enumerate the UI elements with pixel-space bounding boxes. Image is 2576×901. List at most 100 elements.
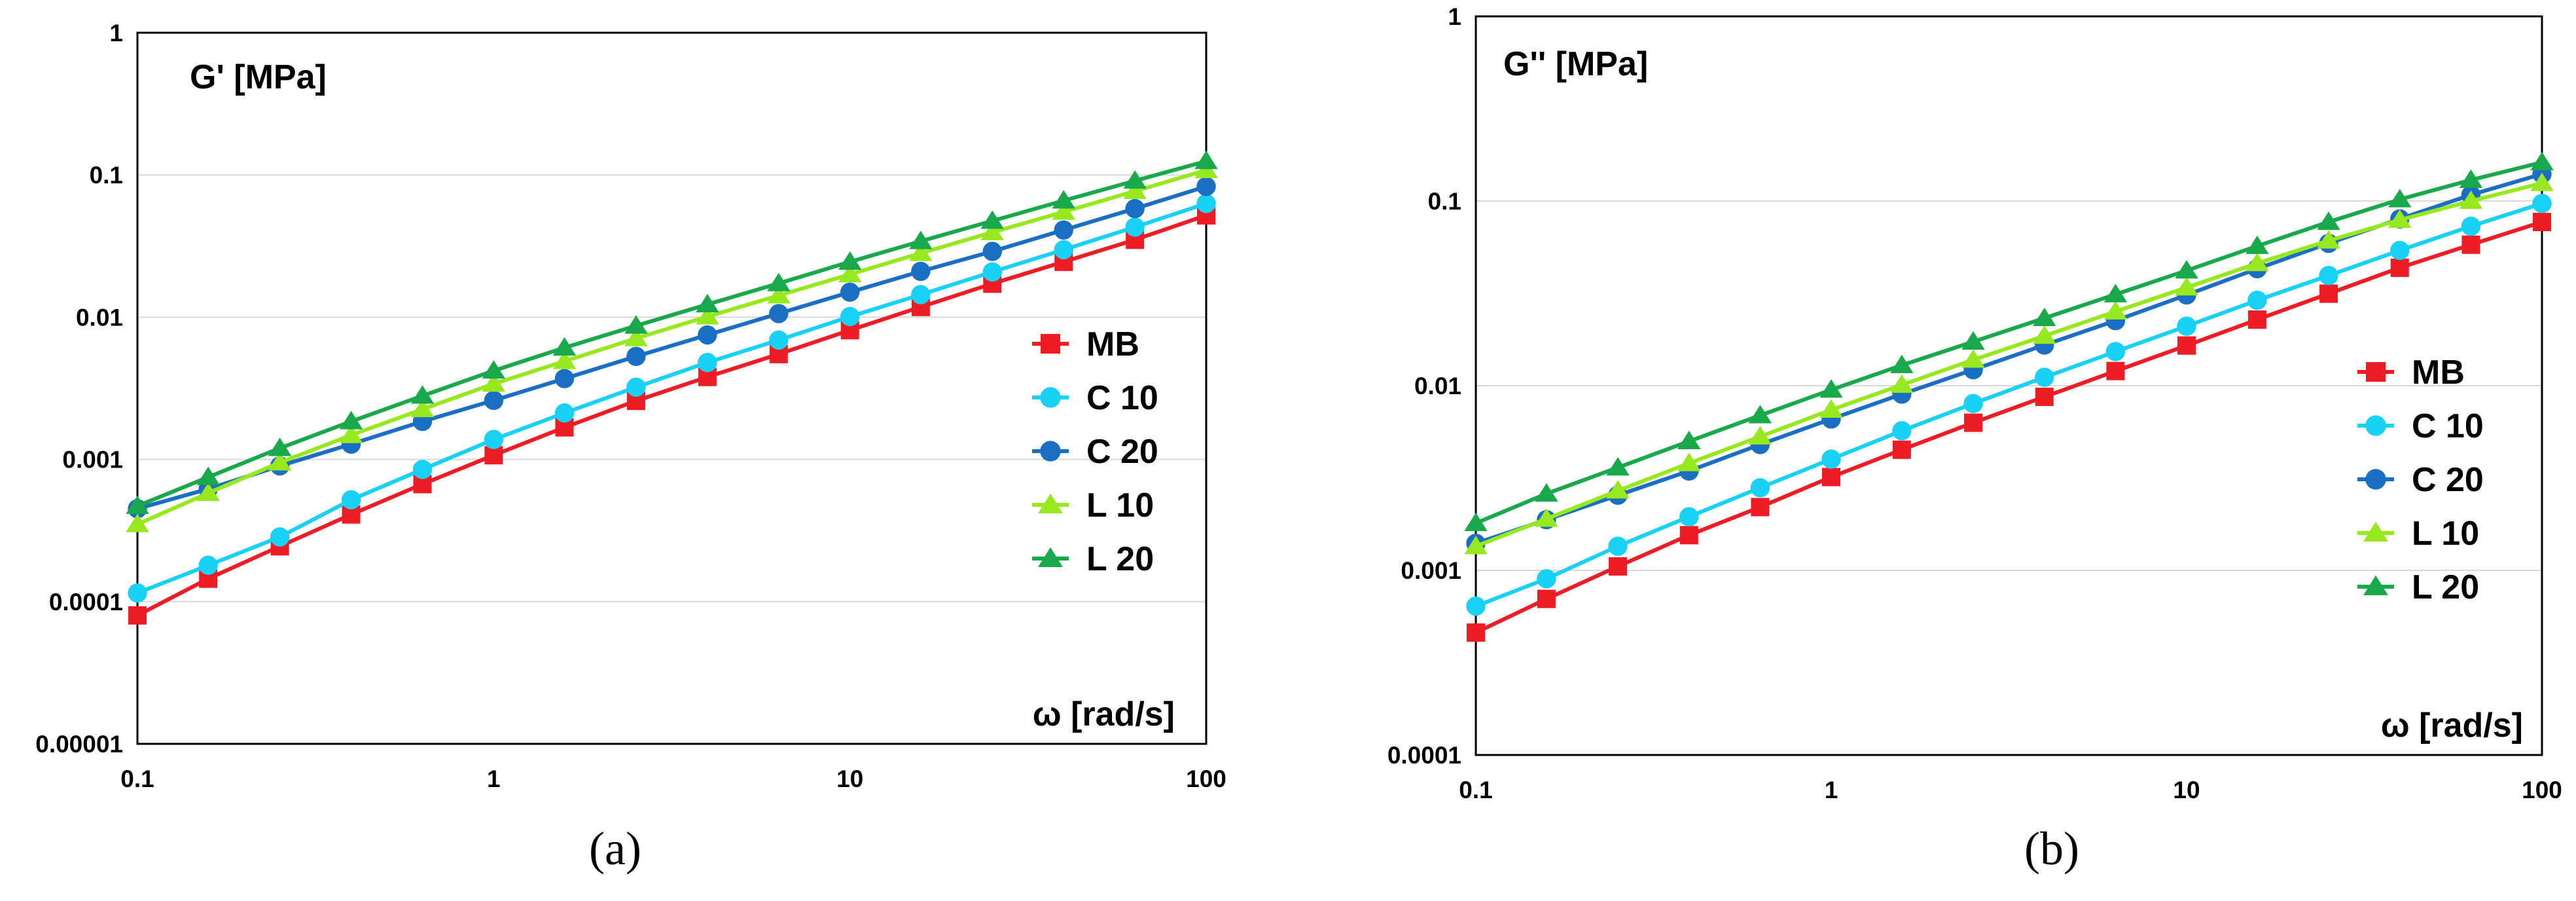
data-point-l-10 [909, 242, 933, 261]
legend-marker-c-10 [1040, 387, 1061, 408]
legend-label: C 10 [2412, 407, 2484, 445]
data-point-mb [1822, 468, 1840, 487]
legend-marker-l-20 [2363, 575, 2388, 595]
data-point-l-10 [838, 263, 862, 283]
legend-item-l-10: L 10 [2357, 515, 2479, 553]
y-tick-label: 0.00001 [35, 731, 123, 758]
data-point-c-10 [484, 430, 504, 449]
data-point-c-10 [911, 285, 931, 304]
data-point-l-20 [2033, 307, 2056, 327]
data-point-l-20 [2103, 284, 2128, 303]
data-point-c-10 [1821, 449, 1841, 469]
data-point-c-10 [1196, 194, 1216, 213]
data-point-l-10 [1464, 536, 1488, 555]
series-l-20 [1464, 151, 2554, 532]
data-point-l-10 [2388, 209, 2412, 228]
data-point-l-10 [339, 424, 363, 443]
data-point-l-20 [2388, 189, 2412, 208]
data-point-mb [1892, 440, 1911, 459]
data-point-c-10 [554, 403, 575, 423]
data-point-l-10 [767, 285, 791, 304]
data-point-c-20 [1196, 177, 1216, 196]
data-point-c-10 [1125, 217, 1145, 237]
legend-label: MB [2412, 354, 2465, 392]
data-point-c-20 [698, 325, 717, 345]
data-point-l-10 [696, 306, 719, 325]
data-point-l-20 [2459, 169, 2483, 188]
data-point-c-10 [1608, 536, 1628, 556]
data-point-mb [2035, 388, 2054, 407]
x-tick-label: 0.1 [1459, 777, 1492, 803]
legend-item-l-20: L 20 [2357, 568, 2479, 606]
data-point-mb [2390, 258, 2409, 277]
data-point-l-20 [1961, 331, 1985, 350]
data-point-c-10 [2035, 367, 2054, 387]
data-point-mb [1964, 413, 1983, 432]
data-point-mb [2177, 336, 2196, 355]
legend-label: L 10 [2412, 515, 2479, 553]
data-point-c-20 [484, 390, 504, 411]
data-point-c-20 [911, 261, 931, 282]
data-point-l-20 [410, 385, 435, 404]
data-point-l-10 [196, 482, 220, 502]
legend-item-c-10: C 10 [2357, 407, 2484, 445]
series-line-l-20 [136, 159, 1207, 508]
data-point-l-10 [482, 373, 506, 392]
legend: MB C 10 C 20 L 10 L 20 [1032, 325, 1158, 578]
x-tick-label: 10 [2173, 777, 2200, 803]
data-point-l-20 [2175, 260, 2198, 279]
legend-item-l-20: L 20 [1032, 540, 1154, 578]
data-point-mb [2461, 235, 2480, 254]
legend-item-c-20: C 20 [1032, 433, 1158, 471]
data-point-c-10 [1054, 240, 1073, 260]
data-point-l-20 [1052, 190, 1075, 209]
legend-item-mb: MB [2357, 354, 2465, 392]
data-point-l-20 [339, 411, 363, 430]
data-point-c-10 [840, 306, 860, 327]
data-point-c-20 [982, 242, 1002, 261]
data-point-c-10 [1466, 596, 1486, 616]
data-point-c-20 [769, 304, 789, 323]
data-point-l-20 [196, 466, 220, 485]
y-tick-label: 0.1 [1428, 188, 1461, 215]
data-point-c-10 [982, 262, 1002, 282]
legend: MB C 10 C 20 L 10 L 20 [2357, 354, 2484, 606]
x-axis-title: ω [rad/s] [2381, 707, 2523, 745]
x-tick-label: 100 [1186, 765, 1226, 792]
data-point-c-10 [2532, 194, 2552, 213]
data-point-mb [1467, 623, 1485, 642]
y-tick-label: 0.01 [76, 304, 123, 331]
legend-label: L 20 [2412, 568, 2479, 606]
data-point-l-10 [2103, 301, 2128, 320]
y-tick-label: 0.0001 [49, 589, 123, 616]
data-point-c-10 [626, 377, 646, 397]
data-point-c-20 [1125, 198, 1145, 219]
data-point-l-20 [624, 315, 648, 334]
data-point-mb [2247, 310, 2266, 329]
data-point-c-10 [270, 527, 290, 547]
legend-label: L 10 [1086, 487, 1154, 524]
legend-item-c-10: C 10 [1032, 379, 1158, 417]
data-point-l-10 [1535, 508, 1558, 527]
x-tick-label: 1 [487, 765, 501, 792]
series-c-10 [128, 194, 1216, 603]
data-point-l-20 [1194, 151, 1218, 170]
x-tick-label: 0.1 [120, 765, 154, 792]
x-tick-label: 100 [2522, 777, 2562, 803]
y-axis-title: G'' [MPa] [1503, 45, 1648, 83]
data-point-l-20 [1819, 379, 1843, 398]
data-point-c-20 [626, 346, 646, 366]
series-l-10 [1464, 172, 2554, 555]
data-point-c-10 [2105, 342, 2126, 361]
data-point-l-20 [268, 437, 292, 456]
panel-a: 0.00001 0.0001 0.001 0.01 0.1 1 0.1 1 10 100 G' [M… [35, 20, 1226, 875]
data-point-c-10 [1892, 421, 1912, 441]
series-l-10 [126, 159, 1218, 532]
data-point-l-10 [268, 452, 292, 471]
data-point-mb [128, 606, 147, 625]
legend-marker-c-20 [1040, 441, 1061, 462]
legend-item-l-10: L 10 [1032, 487, 1154, 524]
data-point-l-20 [552, 337, 577, 356]
data-point-c-10 [198, 555, 218, 576]
